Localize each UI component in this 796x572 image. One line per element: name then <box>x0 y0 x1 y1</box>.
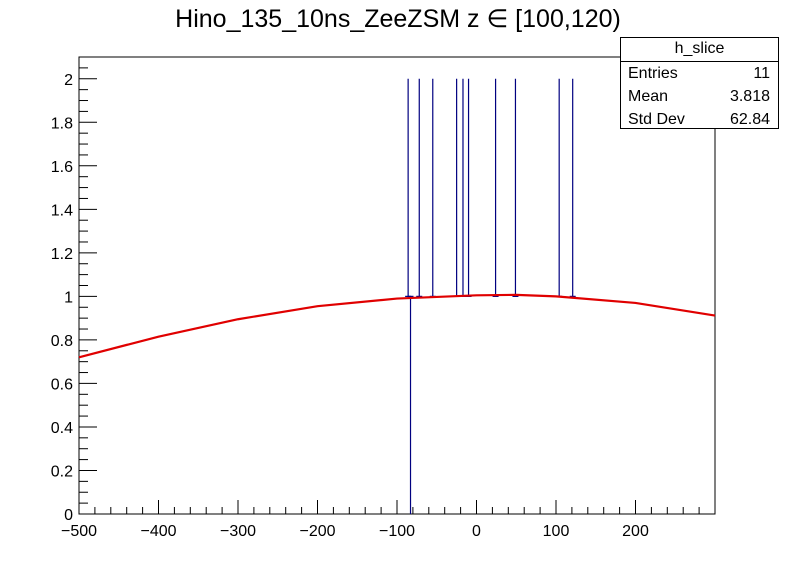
y-tick-label: 1.6 <box>51 159 73 176</box>
y-tick-label: 0.6 <box>51 376 73 393</box>
x-tick-label: −200 <box>299 523 335 540</box>
stats-row-stddev: Std Dev 62.84 <box>621 108 778 131</box>
stats-box: h_slice Entries 11 Mean 3.818 Std Dev 62… <box>620 37 779 129</box>
stats-value-entries: 11 <box>753 65 770 82</box>
stats-row-mean: Mean 3.818 <box>621 85 778 108</box>
y-tick-label: 1.4 <box>51 202 73 219</box>
stats-value-mean: 3.818 <box>729 88 770 105</box>
stats-name: h_slice <box>621 38 778 62</box>
stats-value-stddev: 62.84 <box>729 111 770 128</box>
stats-row-entries: Entries 11 <box>621 62 778 85</box>
x-tick-label: −100 <box>379 523 415 540</box>
stats-label-stddev: Std Dev <box>628 111 685 128</box>
y-tick-label: 1.2 <box>51 246 73 263</box>
y-tick-label: 0.4 <box>51 420 73 437</box>
y-tick-label: 0 <box>64 507 73 524</box>
chart-title: Hino_135_10ns_ZeeZSM z ∈ [100,120) <box>175 5 621 33</box>
y-tick-label: 1.8 <box>51 115 73 132</box>
x-tick-label: 100 <box>543 523 570 540</box>
x-tick-label: −400 <box>140 523 176 540</box>
y-tick-label: 0.8 <box>51 333 73 350</box>
y-tick-label: 1 <box>64 289 73 306</box>
x-tick-label: 200 <box>622 523 649 540</box>
stats-label-entries: Entries <box>628 65 678 82</box>
y-tick-label: 2 <box>64 72 73 89</box>
stats-label-mean: Mean <box>628 88 669 105</box>
x-tick-label: −300 <box>220 523 256 540</box>
fit-curve <box>78 293 716 359</box>
y-tick-label: 0.2 <box>51 463 73 480</box>
x-tick-label: −500 <box>61 523 97 540</box>
x-tick-label: 0 <box>472 523 481 540</box>
